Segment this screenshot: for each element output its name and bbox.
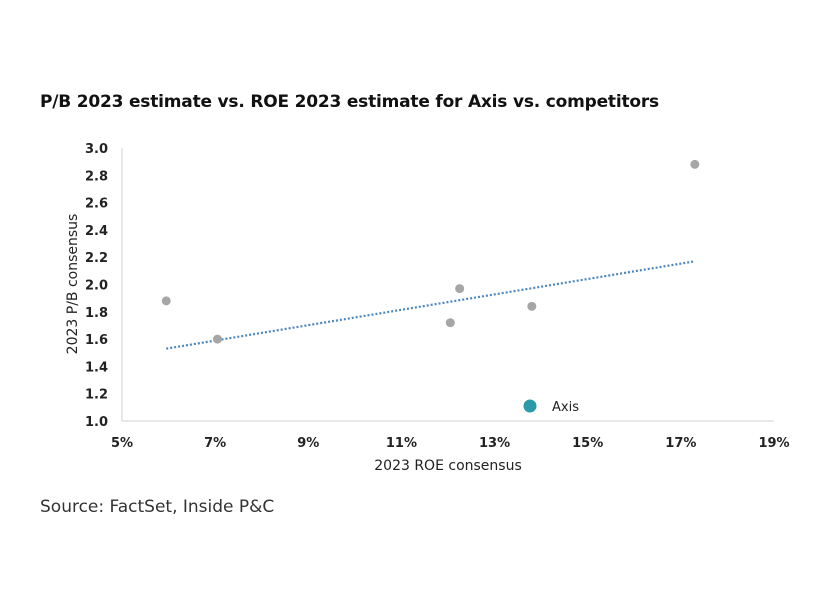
trendline [166, 260, 696, 350]
y-tick-label: 3.0 [85, 142, 108, 157]
x-tick-label: 13% [479, 436, 510, 451]
data-point [161, 296, 171, 306]
y-tick-label: 2.2 [85, 251, 108, 266]
legend-label: Axis [552, 400, 579, 415]
data-points [161, 159, 700, 344]
x-tick-label: 19% [758, 436, 789, 451]
x-tick-label: 15% [572, 436, 603, 451]
y-tick-label: 1.2 [85, 388, 108, 403]
y-tick-label: 1.6 [85, 333, 108, 348]
x-tick-label: 17% [665, 436, 696, 451]
y-tick-label: 1.4 [85, 360, 108, 375]
data-point [455, 284, 465, 294]
y-axis-label: 2023 P/B consensus [65, 214, 81, 355]
data-point [445, 318, 455, 328]
y-tick-label: 1.8 [85, 306, 108, 321]
x-tick-label: 7% [204, 436, 226, 451]
x-axis-label: 2023 ROE consensus [374, 458, 522, 474]
y-tick-label: 2.6 [85, 197, 108, 212]
y-tick-label: 2.4 [85, 224, 108, 239]
trendline-group [166, 260, 696, 350]
legend-marker [523, 399, 537, 413]
legend: Axis [523, 399, 579, 415]
chart-title: P/B 2023 estimate vs. ROE 2023 estimate … [40, 92, 659, 112]
y-tick-label: 2.8 [85, 169, 108, 184]
data-point [527, 301, 537, 311]
y-tick-label: 2.0 [85, 279, 108, 294]
x-tick-label: 11% [386, 436, 417, 451]
y-tick-labels: 1.0 1.2 1.4 1.6 1.8 2.0 2.2 2.4 2.6 2.8 3.0 [85, 142, 108, 430]
x-tick-label: 9% [297, 436, 319, 451]
x-tick-label: 5% [111, 436, 133, 451]
source-note: Source: FactSet, Inside P&C [40, 497, 275, 517]
y-tick-label: 1.0 [85, 415, 108, 430]
data-point [690, 159, 700, 169]
data-point [212, 334, 222, 344]
x-tick-labels: 5% 7% 9% 11% 13% 15% 17% 19% [111, 436, 790, 451]
chart-axes [121, 148, 774, 422]
